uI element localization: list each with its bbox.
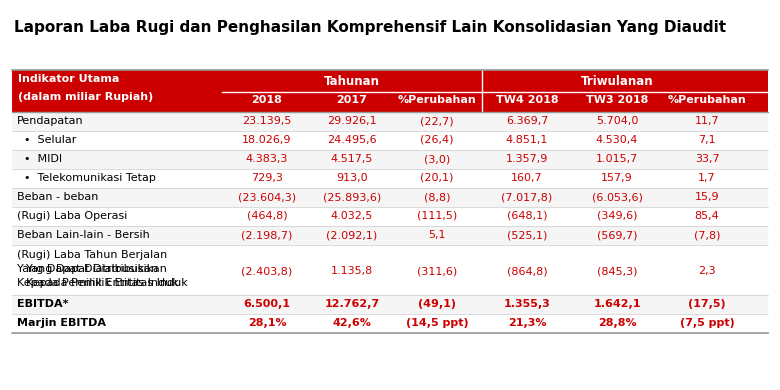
Text: 28,8%: 28,8% — [597, 318, 636, 328]
Text: (569,7): (569,7) — [597, 230, 637, 240]
Text: •  MIDI: • MIDI — [17, 154, 62, 164]
Text: 2017: 2017 — [336, 95, 367, 105]
Text: (dalam miliar Rupiah): (dalam miliar Rupiah) — [18, 92, 153, 102]
Text: 21,3%: 21,3% — [508, 318, 546, 328]
Text: 4.383,3: 4.383,3 — [246, 154, 288, 164]
Text: 85,4: 85,4 — [695, 211, 719, 221]
Text: (2.198,7): (2.198,7) — [241, 230, 292, 240]
Text: Marjin EBITDA: Marjin EBITDA — [17, 318, 106, 328]
Text: (25.893,6): (25.893,6) — [323, 192, 381, 202]
Text: (Rugi) Laba Tahun Berjalan: (Rugi) Laba Tahun Berjalan — [17, 250, 167, 260]
Text: 1.642,1: 1.642,1 — [594, 299, 640, 309]
Bar — [12, 112, 768, 131]
Text: (2.092,1): (2.092,1) — [326, 230, 378, 240]
Text: 913,0: 913,0 — [336, 173, 368, 183]
Text: (464,8): (464,8) — [246, 211, 287, 221]
Text: (26,4): (26,4) — [420, 135, 454, 145]
Text: 33,7: 33,7 — [695, 154, 719, 164]
Bar — [12, 188, 768, 207]
Text: 2,3: 2,3 — [698, 266, 716, 276]
Text: (6.053,6): (6.053,6) — [591, 192, 643, 202]
Text: 160,7: 160,7 — [511, 173, 543, 183]
Text: (111,5): (111,5) — [417, 211, 457, 221]
Text: (349,6): (349,6) — [597, 211, 637, 221]
Text: 1.355,3: 1.355,3 — [504, 299, 551, 309]
Text: (14,5 ppt): (14,5 ppt) — [406, 318, 468, 328]
Text: Beban Lain-lain - Bersih: Beban Lain-lain - Bersih — [17, 230, 150, 240]
Text: 5.704,0: 5.704,0 — [596, 116, 638, 126]
Text: 42,6%: 42,6% — [332, 318, 371, 328]
Text: Yang Dapat Diatribusikan: Yang Dapat Diatribusikan — [17, 264, 158, 274]
Text: 23.139,5: 23.139,5 — [243, 116, 292, 126]
Text: 1.357,9: 1.357,9 — [505, 154, 548, 164]
Text: Tahunan: Tahunan — [324, 75, 380, 88]
Bar — [12, 245, 768, 295]
Text: (8,8): (8,8) — [424, 192, 450, 202]
Bar — [12, 169, 768, 188]
Text: 157,9: 157,9 — [601, 173, 633, 183]
Text: (20,1): (20,1) — [420, 173, 454, 183]
Text: (3,0): (3,0) — [424, 154, 450, 164]
Bar — [12, 150, 768, 169]
Text: (845,3): (845,3) — [597, 266, 637, 276]
Bar — [12, 207, 768, 226]
Bar — [12, 314, 768, 333]
Text: TW3 2018: TW3 2018 — [586, 95, 648, 105]
Text: 4.517,5: 4.517,5 — [331, 154, 373, 164]
Bar — [12, 226, 768, 245]
Text: 24.495,6: 24.495,6 — [327, 135, 377, 145]
Text: (Rugi) Laba Operasi: (Rugi) Laba Operasi — [17, 211, 127, 221]
Text: (7,5 ppt): (7,5 ppt) — [679, 318, 735, 328]
Text: Pendapatan: Pendapatan — [17, 116, 83, 126]
Text: 5,1: 5,1 — [428, 230, 445, 240]
Text: (648,1): (648,1) — [507, 211, 548, 221]
Text: (7.017,8): (7.017,8) — [502, 192, 552, 202]
Text: %Perubahan: %Perubahan — [668, 95, 746, 105]
Text: (17,5): (17,5) — [688, 299, 726, 309]
Text: Beban - beban: Beban - beban — [17, 192, 98, 202]
Text: (22,7): (22,7) — [420, 116, 454, 126]
Text: 4.851,1: 4.851,1 — [505, 135, 548, 145]
Text: 28,1%: 28,1% — [248, 318, 286, 328]
Bar — [12, 131, 768, 150]
Text: Kepada Pemilik Entitas Induk: Kepada Pemilik Entitas Induk — [17, 278, 179, 288]
Text: Kepada Pemilik Entitas Induk: Kepada Pemilik Entitas Induk — [26, 278, 188, 288]
Text: 6.500,1: 6.500,1 — [243, 299, 290, 309]
Text: 7,1: 7,1 — [698, 135, 716, 145]
Text: •  Telekomunikasi Tetap: • Telekomunikasi Tetap — [17, 173, 156, 183]
Text: (7,8): (7,8) — [693, 230, 720, 240]
Text: 729,3: 729,3 — [251, 173, 283, 183]
Bar — [12, 70, 768, 112]
Text: 4.032,5: 4.032,5 — [331, 211, 373, 221]
Text: (525,1): (525,1) — [507, 230, 548, 240]
Text: 11,7: 11,7 — [695, 116, 719, 126]
Text: 4.530,4: 4.530,4 — [596, 135, 638, 145]
Text: (23.604,3): (23.604,3) — [238, 192, 296, 202]
Text: (864,8): (864,8) — [507, 266, 548, 276]
Text: EBITDA*: EBITDA* — [17, 299, 69, 309]
Text: (2.403,8): (2.403,8) — [241, 266, 292, 276]
Text: 1,7: 1,7 — [698, 173, 716, 183]
Text: Triwulanan: Triwulanan — [580, 75, 654, 88]
Text: 1.135,8: 1.135,8 — [331, 266, 373, 276]
Text: Laporan Laba Rugi dan Penghasilan Komprehensif Lain Konsolidasian Yang Diaudit: Laporan Laba Rugi dan Penghasilan Kompre… — [14, 20, 726, 35]
Text: Indikator Utama: Indikator Utama — [18, 74, 119, 84]
Bar — [12, 295, 768, 314]
Text: 2018: 2018 — [252, 95, 282, 105]
Text: 18.026,9: 18.026,9 — [243, 135, 292, 145]
Text: (311,6): (311,6) — [417, 266, 457, 276]
Text: 12.762,7: 12.762,7 — [324, 299, 380, 309]
Text: 29.926,1: 29.926,1 — [327, 116, 377, 126]
Text: (49,1): (49,1) — [418, 299, 456, 309]
Text: %Perubahan: %Perubahan — [398, 95, 477, 105]
Text: •  Selular: • Selular — [17, 135, 76, 145]
Text: 15,9: 15,9 — [695, 192, 719, 202]
Text: TW4 2018: TW4 2018 — [495, 95, 558, 105]
Text: 6.369,7: 6.369,7 — [505, 116, 548, 126]
Text: Yang Dapat Diatribusikan: Yang Dapat Diatribusikan — [26, 264, 167, 274]
Text: 1.015,7: 1.015,7 — [596, 154, 638, 164]
